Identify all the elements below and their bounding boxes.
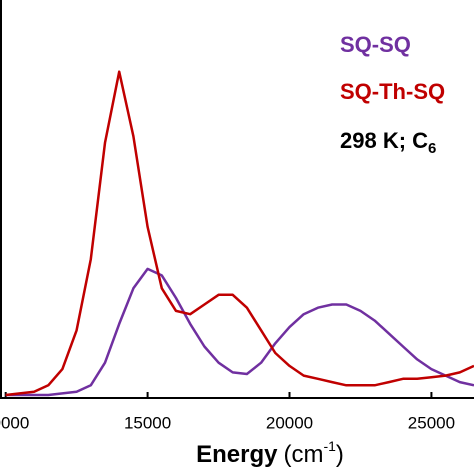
annotation-text: 298 K; C [340,128,428,153]
annotation: 298 K; C6 [340,128,436,157]
x-tick-label: 20000 [266,413,313,432]
x-axis-label: Energy (cm-1) [196,438,344,469]
legend: SQ-SQ SQ-Th-SQ 298 K; C6 [340,32,445,157]
annotation-subscript: 6 [428,140,436,157]
x-label-sup: -1 [323,438,336,454]
x-label-close: ) [336,441,344,468]
legend-entry: SQ-SQ [340,32,411,57]
x-label-unit: (cm [283,441,323,468]
x-tick-label: 10000 [0,413,29,432]
x-tick-label: 25000 [408,413,455,432]
series-line [5,70,474,397]
legend-entry: SQ-Th-SQ [340,79,445,104]
x-label-main: Energy [196,441,278,468]
series-line [5,267,474,397]
x-tick-label: 15000 [124,413,171,432]
